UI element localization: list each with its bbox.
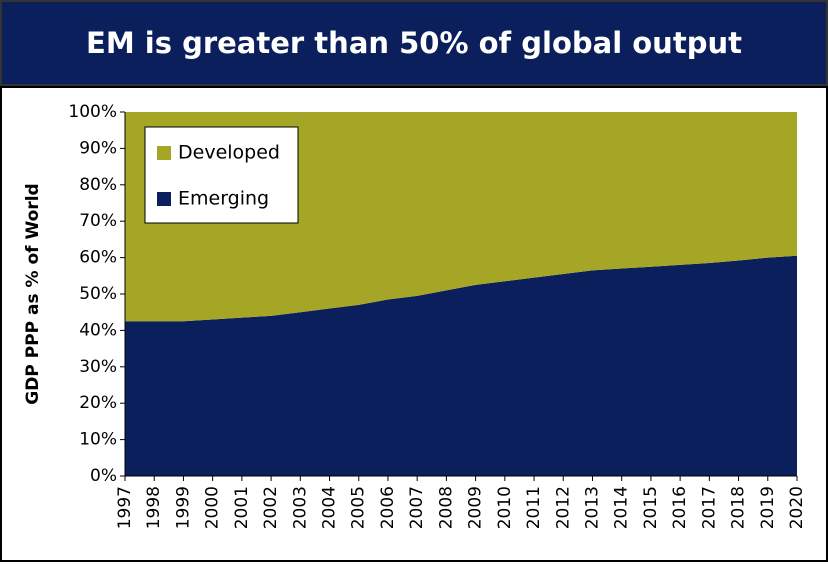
x-tick-label: 2017 xyxy=(699,486,719,529)
y-tick-label: 30% xyxy=(79,357,117,377)
x-tick-label: 2013 xyxy=(582,486,602,529)
x-tick-label: 2008 xyxy=(436,486,456,529)
x-tick-label: 2010 xyxy=(495,486,515,529)
title-banner xyxy=(0,0,828,86)
x-tick-label: 2014 xyxy=(612,486,632,529)
legend-label: Emerging xyxy=(178,188,269,210)
y-tick-label: 40% xyxy=(79,320,117,340)
x-tick-label: 2000 xyxy=(203,486,223,529)
x-tick-label: 1997 xyxy=(115,486,135,529)
legend-swatch xyxy=(157,192,171,206)
x-tick-label: 2007 xyxy=(407,486,427,529)
y-tick-label: 10% xyxy=(79,430,117,450)
y-axis-label: GDP PPP as % of World xyxy=(23,183,43,404)
x-tick-label: 2004 xyxy=(320,486,340,529)
x-tick-label: 1999 xyxy=(173,486,193,529)
x-tick-label: 2012 xyxy=(553,486,573,529)
x-tick-label: 2018 xyxy=(729,486,749,529)
y-tick-label: 70% xyxy=(79,211,117,231)
chart-title: EM is greater than 50% of global output xyxy=(86,26,742,60)
legend-box xyxy=(144,126,299,224)
x-tick-label: 2011 xyxy=(524,486,544,529)
y-tick-label: 90% xyxy=(79,138,117,158)
x-tick-label: 2001 xyxy=(232,486,252,529)
y-tick-label: 0% xyxy=(90,466,117,486)
x-tick-label: 2019 xyxy=(758,486,778,529)
x-tick-label: 2009 xyxy=(466,486,486,529)
x-tick-label: 2020 xyxy=(787,486,807,529)
legend-swatch xyxy=(157,146,171,160)
y-tick-label: 20% xyxy=(79,393,117,413)
x-tick-label: 2015 xyxy=(641,486,661,529)
x-tick-label: 1998 xyxy=(144,486,164,529)
y-tick-label: 100% xyxy=(68,102,117,122)
x-tick-label: 2016 xyxy=(670,486,690,529)
x-tick-label: 2002 xyxy=(261,486,281,529)
y-tick-label: 60% xyxy=(79,248,117,268)
area xyxy=(125,255,797,476)
y-tick-label: 80% xyxy=(79,175,117,195)
x-tick-label: 2005 xyxy=(349,486,369,529)
x-tick-label: 2006 xyxy=(378,486,398,529)
y-tick-label: 50% xyxy=(79,284,117,304)
legend-label: Developed xyxy=(178,142,280,164)
x-tick-label: 2003 xyxy=(290,486,310,529)
